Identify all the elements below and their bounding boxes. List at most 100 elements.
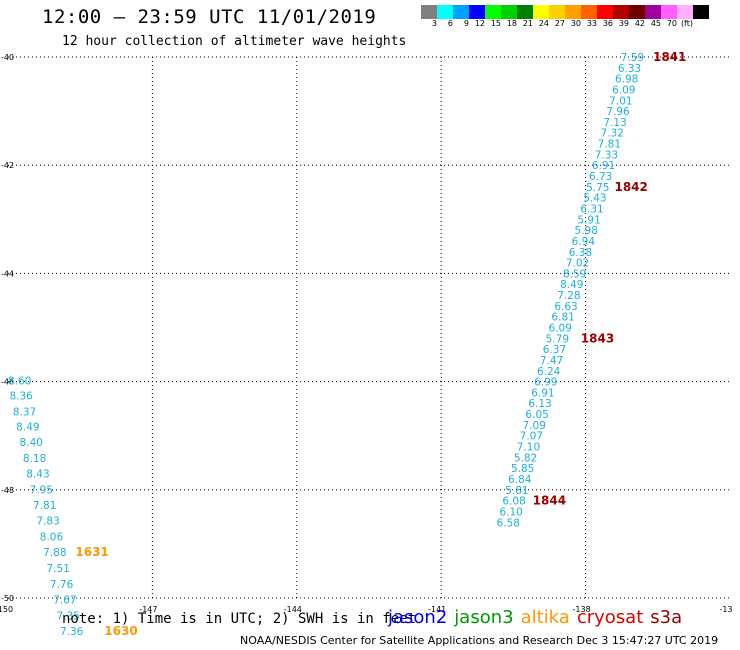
scale-swatch [693,5,709,19]
scale-swatch [549,5,565,19]
pass-time-label-s3a: 1844 [533,494,566,508]
swh-value-s3a: 7.33 [595,149,618,161]
swh-value-s3a: 5.75 [586,182,609,194]
y-tick-label: -44 [1,269,14,278]
swh-value-s3a: 6.99 [534,377,557,389]
satellite-jason3: jason3 [454,607,514,628]
swh-value-s3a: 8.49 [560,279,583,291]
pass-time-label-altika: 1630 [104,624,137,638]
color-scale-labels: 3 6 9 12 15 18 21 24 27 30 33 36 39 42 45 70 (ft) [421,19,709,28]
scale-label: 12 [474,19,485,28]
swh-value-altika: 7.36 [60,626,84,638]
x-tick-label: -147 [139,605,157,614]
swh-value-s3a: 7.02 [566,258,589,270]
swh-value-s3a: 6.31 [580,203,603,215]
swh-value-s3a: 6.37 [543,344,566,356]
y-tick-label: -42 [1,161,14,170]
swh-value-altika: 7.76 [50,579,74,591]
pass-time-label-altika: 1631 [75,545,108,559]
swh-value-s3a: 6.08 [502,496,525,508]
y-tick-label: -46 [1,378,14,387]
swh-value-altika: 8.40 [20,437,43,449]
swh-value-altika: 8.37 [13,406,36,418]
scale-swatch [581,5,597,19]
swh-value-altika: 7.95 [30,484,53,496]
color-scale-legend: 3 6 9 12 15 18 21 24 27 30 33 36 39 42 45 70 (ft) [421,5,709,28]
scale-label: (ft) [680,19,693,28]
y-tick-label: -48 [1,486,14,495]
scale-label: 24 [538,19,549,28]
scale-swatch [629,5,645,19]
swh-value-altika: 7.88 [43,547,66,559]
scale-label: 70 [666,19,677,28]
swh-value-s3a: 7.96 [606,106,630,118]
scale-swatch [517,5,533,19]
swh-value-altika: 8.43 [26,469,49,481]
swh-value-altika: 7.67 [53,595,76,607]
swh-value-s3a: 6.73 [589,171,612,183]
swh-value-s3a: 7.81 [598,139,621,151]
satellite-altika: altika [520,607,570,628]
pass-time-label-s3a: 1841 [653,50,686,64]
chart-subtitle: 12 hour collection of altimeter wave hei… [62,34,407,49]
swh-value-s3a: 8.59 [563,268,586,280]
scale-swatch [661,5,677,19]
scale-label: 18 [506,19,517,28]
swh-value-s3a: 7.28 [557,290,580,302]
scale-label: 9 [463,19,469,28]
scale-label: 42 [634,19,645,28]
swh-value-s3a: 6.13 [528,398,551,410]
swh-value-altika: 8.18 [23,453,46,465]
satellite-jason2: jason2 [388,607,448,628]
swh-value-s3a: 5.79 [546,333,569,345]
swh-value-s3a: 6.63 [554,301,577,313]
scale-label: 3 [431,19,437,28]
pass-time-label-s3a: 1842 [614,180,647,194]
scale-swatch [565,5,581,19]
scale-swatch [645,5,661,19]
swh-value-s3a: 5.82 [514,452,537,464]
swh-value-s3a: 6.24 [537,366,561,378]
swh-value-s3a: 7.47 [540,355,563,367]
scale-label: 33 [586,19,597,28]
scale-swatch [613,5,629,19]
swh-value-s3a: 5.98 [575,225,598,237]
swh-value-s3a: 6.94 [572,236,596,248]
footnote: note: 1) Time is in UTC; 2) SWH is in fe… [62,611,417,627]
swh-value-s3a: 6.98 [615,74,638,86]
scale-swatch [533,5,549,19]
scale-label: 15 [490,19,501,28]
swh-value-s3a: 7.10 [517,442,540,454]
credit-line: NOAA/NESDIS Center for Satellite Applica… [240,634,719,647]
swh-value-s3a: 7.32 [601,128,624,140]
color-scale-swatches [421,5,709,19]
satellite-cryosat: cryosat [576,607,644,628]
swh-value-s3a: 6.09 [612,84,635,96]
swh-value-altika: 7.81 [33,500,56,512]
swh-value-s3a: 6.09 [549,323,572,335]
satellite-s3a: s3a [650,607,683,628]
scale-label: 6 [447,19,453,28]
swh-value-s3a: 6.81 [551,312,574,324]
swh-value-s3a: 6.38 [569,247,592,259]
swh-value-s3a: 7.13 [603,117,626,129]
scale-label: 45 [650,19,661,28]
swh-value-altika: 7.35 [57,610,80,622]
scale-label: 21 [522,19,533,28]
swh-value-s3a: 7.01 [609,95,632,107]
swh-value-altika: 8.36 [9,391,33,403]
swh-value-s3a: 6.05 [525,409,548,421]
swh-value-s3a: 6.91 [531,387,554,399]
scale-label: 27 [554,19,565,28]
swh-value-s3a: 6.91 [592,160,615,172]
scale-swatch [453,5,469,19]
x-tick-label: -13 [719,605,732,614]
scale-label: 36 [602,19,613,28]
scale-label: 30 [570,19,581,28]
swh-value-s3a: 5.85 [511,463,534,475]
swh-value-s3a: 6.58 [497,517,520,529]
scale-swatch [421,5,437,19]
scale-swatch [597,5,613,19]
